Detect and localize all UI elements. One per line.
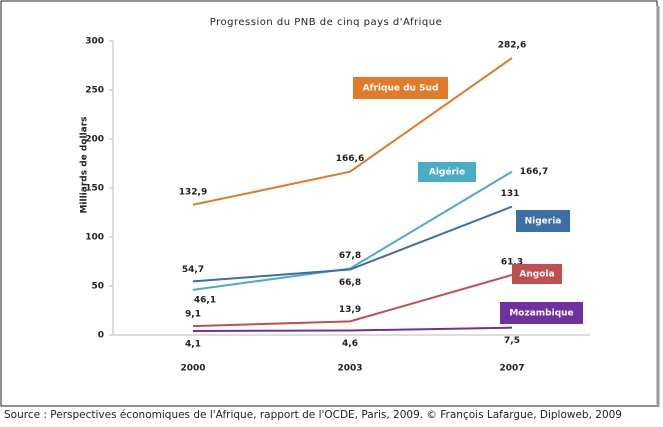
legend-box (500, 302, 583, 324)
source: Source : Perspectives économiques de l'A… (4, 409, 622, 421)
series-line (192, 205, 513, 283)
legend-label: Nigeria (525, 217, 562, 227)
data-label: 67,8 (339, 251, 361, 261)
legend-label: Angola (519, 270, 554, 280)
data-label: 54,7 (182, 265, 204, 275)
y-axis-label: Milliards de dollars (80, 116, 90, 213)
x-tick-label: 2000 (180, 364, 205, 374)
data-label: 282,6 (498, 41, 526, 51)
y-tick-label: 0 (98, 331, 104, 341)
series-line (192, 273, 513, 328)
data-label: 166,6 (336, 154, 364, 164)
data-label: 4,1 (185, 339, 201, 349)
series-line (192, 57, 513, 206)
x-tick-label: 2003 (337, 364, 362, 374)
data-label: 7,5 (504, 336, 520, 346)
frame (0, 0, 658, 407)
x-tick-label: 2007 (499, 364, 524, 374)
y-tick-label: 150 (85, 184, 104, 194)
data-label: 66,8 (339, 278, 361, 288)
data-label: 132,9 (179, 187, 207, 197)
legend-box (418, 162, 476, 182)
data-label: 61,3 (501, 257, 523, 267)
data-label: 9,1 (185, 310, 201, 320)
series-line (192, 326, 513, 332)
legend-box (516, 210, 570, 232)
y-tick-label: 200 (85, 135, 104, 145)
legend-label: Algérie (429, 167, 465, 178)
data-label: 166,7 (520, 167, 548, 177)
chart-title: Progression du PNB de cinq pays d'Afriqu… (210, 17, 442, 28)
data-label: 46,1 (194, 295, 216, 305)
data-label: 4,6 (342, 339, 358, 349)
data-label: 131 (501, 189, 520, 199)
y-tick-label: 100 (85, 233, 104, 243)
y-tick-label: 250 (85, 86, 104, 96)
legend-box (353, 77, 448, 99)
data-label: 13,9 (339, 305, 361, 315)
legend-label: Mozambique (509, 309, 573, 319)
legend-label: Afrique du Sud (363, 84, 439, 94)
y-tick-label: 50 (91, 282, 104, 292)
y-tick-label: 300 (85, 37, 104, 47)
legend-box (512, 264, 562, 284)
